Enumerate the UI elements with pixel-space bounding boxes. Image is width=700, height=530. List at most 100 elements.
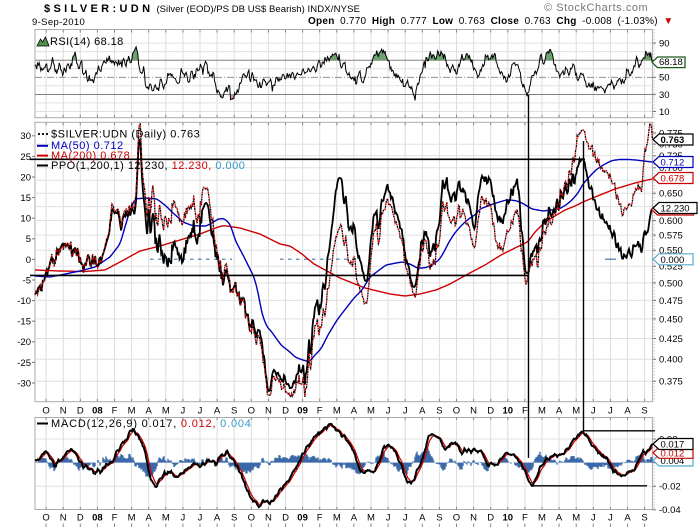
svg-text:30: 30 bbox=[659, 90, 670, 101]
svg-text:F: F bbox=[522, 405, 528, 416]
svg-text:M: M bbox=[572, 512, 580, 523]
svg-text:J: J bbox=[198, 405, 203, 416]
svg-text:J: J bbox=[181, 405, 186, 416]
svg-text:D: D bbox=[282, 512, 289, 523]
svg-text:M: M bbox=[367, 405, 375, 416]
svg-text:N: N bbox=[470, 405, 477, 416]
svg-text:0.525: 0.525 bbox=[659, 262, 683, 273]
svg-text:S: S bbox=[436, 512, 442, 523]
svg-text:N: N bbox=[265, 512, 272, 523]
svg-text:J: J bbox=[591, 512, 596, 523]
svg-text:M: M bbox=[333, 405, 341, 416]
svg-text:-30: -30 bbox=[17, 378, 31, 389]
svg-text:25: 25 bbox=[20, 152, 31, 163]
svg-text:A: A bbox=[556, 405, 563, 416]
svg-text:N: N bbox=[60, 512, 67, 523]
svg-text:MACD(12,26,9) 0.017, 0.012, 0.: MACD(12,26,9) 0.017, 0.012, 0.004 bbox=[51, 418, 252, 430]
svg-text:J: J bbox=[198, 512, 203, 523]
svg-text:09: 09 bbox=[297, 405, 308, 416]
svg-text:S: S bbox=[641, 512, 647, 523]
svg-text:S: S bbox=[231, 405, 237, 416]
svg-text:M: M bbox=[128, 405, 136, 416]
svg-text:PPO(1,200,1) 12.230, 12.230, 0: PPO(1,200,1) 12.230, 12.230, 0.000 bbox=[51, 160, 245, 172]
svg-text:A: A bbox=[146, 405, 153, 416]
svg-text:S: S bbox=[641, 405, 647, 416]
svg-text:MA(200) 0.678: MA(200) 0.678 bbox=[51, 150, 130, 162]
svg-text:N: N bbox=[265, 405, 272, 416]
svg-text:0.650: 0.650 bbox=[659, 189, 683, 200]
svg-text:D: D bbox=[77, 405, 84, 416]
svg-text:15: 15 bbox=[20, 193, 31, 204]
svg-text:F: F bbox=[317, 512, 323, 523]
svg-text:J: J bbox=[608, 405, 613, 416]
svg-text:-25: -25 bbox=[17, 358, 31, 369]
svg-text:0.375: 0.375 bbox=[659, 377, 683, 388]
svg-text:0.678: 0.678 bbox=[661, 174, 685, 185]
svg-text:M: M bbox=[538, 405, 546, 416]
svg-text:0.712: 0.712 bbox=[661, 158, 685, 169]
svg-text:09: 09 bbox=[297, 512, 308, 523]
svg-text:A: A bbox=[419, 512, 426, 523]
svg-text:J: J bbox=[386, 512, 391, 523]
svg-text:12.230: 12.230 bbox=[661, 204, 690, 215]
svg-text:F: F bbox=[522, 512, 528, 523]
svg-text:A: A bbox=[419, 405, 426, 416]
svg-text:-0.04: -0.04 bbox=[659, 505, 681, 516]
svg-text:0.450: 0.450 bbox=[659, 314, 683, 325]
svg-text:RSI(14) 68.18: RSI(14) 68.18 bbox=[50, 36, 124, 48]
svg-text:0.400: 0.400 bbox=[659, 355, 683, 366]
svg-text:0.763: 0.763 bbox=[661, 135, 685, 146]
svg-text:O: O bbox=[42, 512, 49, 523]
svg-text:10: 10 bbox=[20, 214, 31, 225]
svg-text:90: 90 bbox=[659, 39, 670, 50]
svg-text:M: M bbox=[367, 512, 375, 523]
svg-text:A: A bbox=[556, 512, 563, 523]
svg-text:D: D bbox=[282, 405, 289, 416]
svg-text:50: 50 bbox=[659, 73, 670, 84]
svg-text:0.012: 0.012 bbox=[661, 448, 685, 459]
svg-text:D: D bbox=[487, 405, 494, 416]
svg-text:N: N bbox=[470, 512, 477, 523]
svg-text:0.000: 0.000 bbox=[661, 255, 685, 266]
svg-text:MA(50) 0.712: MA(50) 0.712 bbox=[51, 140, 124, 152]
svg-text:O: O bbox=[42, 405, 49, 416]
svg-text:A: A bbox=[214, 405, 221, 416]
svg-text:A: A bbox=[351, 405, 358, 416]
svg-text:A: A bbox=[214, 512, 221, 523]
svg-text:0.475: 0.475 bbox=[659, 296, 683, 307]
svg-text:0.004: 0.004 bbox=[661, 456, 685, 467]
svg-text:0.017: 0.017 bbox=[661, 440, 685, 451]
svg-text:M: M bbox=[128, 512, 136, 523]
svg-text:M: M bbox=[538, 512, 546, 523]
svg-text:-20: -20 bbox=[17, 337, 31, 348]
svg-text:0.500: 0.500 bbox=[659, 278, 683, 289]
svg-text:O: O bbox=[248, 512, 255, 523]
svg-text:0: 0 bbox=[26, 255, 31, 266]
svg-text:A: A bbox=[351, 512, 358, 523]
svg-text:A: A bbox=[624, 512, 631, 523]
svg-text:F: F bbox=[317, 405, 323, 416]
svg-text:10: 10 bbox=[503, 405, 514, 416]
svg-text:10: 10 bbox=[503, 512, 514, 523]
svg-text:0.575: 0.575 bbox=[659, 231, 683, 242]
svg-text:0.550: 0.550 bbox=[659, 246, 683, 257]
svg-text:M: M bbox=[572, 405, 580, 416]
svg-text:0.425: 0.425 bbox=[659, 334, 683, 345]
svg-text:D: D bbox=[487, 512, 494, 523]
svg-text:20: 20 bbox=[20, 172, 31, 183]
svg-text:08: 08 bbox=[92, 512, 103, 523]
svg-text:30: 30 bbox=[20, 131, 31, 142]
svg-text:S: S bbox=[231, 512, 237, 523]
svg-text:M: M bbox=[162, 512, 170, 523]
svg-text:O: O bbox=[248, 405, 255, 416]
svg-text:0.600: 0.600 bbox=[659, 216, 683, 227]
svg-text:J: J bbox=[403, 405, 408, 416]
svg-text:A: A bbox=[146, 512, 153, 523]
svg-text:M: M bbox=[162, 405, 170, 416]
svg-text:J: J bbox=[591, 405, 596, 416]
svg-text:J: J bbox=[181, 512, 186, 523]
svg-text:-5: -5 bbox=[23, 275, 31, 286]
svg-text:A: A bbox=[624, 405, 631, 416]
svg-text:F: F bbox=[112, 405, 118, 416]
svg-text:0.700: 0.700 bbox=[659, 163, 683, 174]
